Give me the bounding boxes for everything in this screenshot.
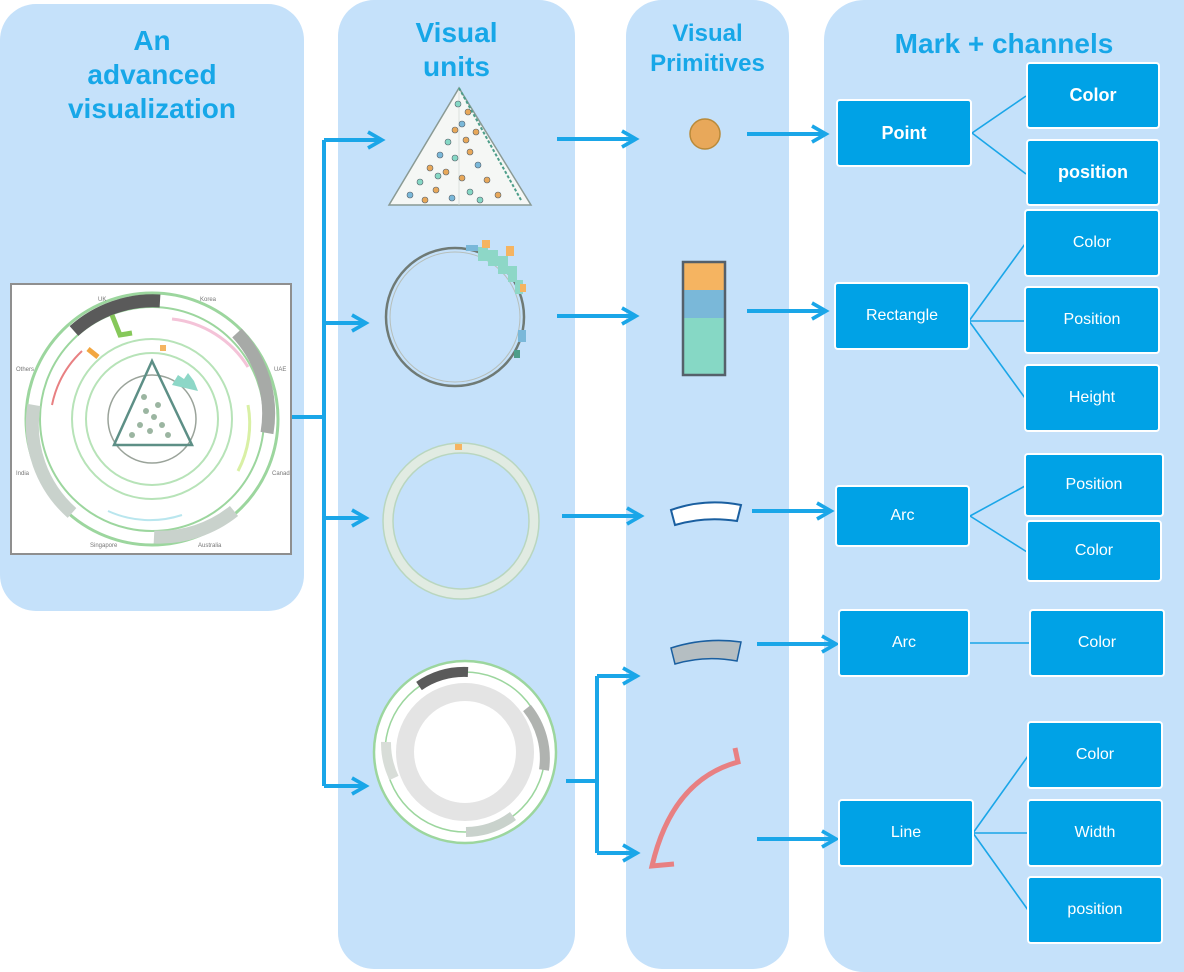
arc-grey-primitive bbox=[671, 640, 741, 664]
channel-height-box: Height bbox=[1024, 364, 1160, 432]
rectangle-primitive bbox=[683, 262, 725, 375]
line-primitive bbox=[652, 748, 738, 866]
primitive-to-mark-arrows bbox=[747, 134, 836, 839]
unit-to-primitive-arrows bbox=[557, 139, 641, 853]
arc-outline-primitive bbox=[671, 502, 741, 525]
channel-color-box: Color bbox=[1024, 209, 1160, 277]
channel-color-box: Color bbox=[1029, 609, 1165, 677]
mark-point-box: Point bbox=[836, 99, 972, 167]
channel-position-box: Position bbox=[1024, 286, 1160, 354]
channel-position-box: position bbox=[1027, 876, 1163, 944]
channel-width-box: Width bbox=[1027, 799, 1163, 867]
mark-arc-box: Arc bbox=[838, 609, 970, 677]
channel-color-box: Color bbox=[1027, 721, 1163, 789]
segmented-ring-unit bbox=[374, 661, 556, 843]
mark-arc-box: Arc bbox=[835, 485, 970, 547]
channel-position-box: position bbox=[1026, 139, 1160, 206]
channel-position-box: Position bbox=[1024, 453, 1164, 517]
mark-rectangle-box: Rectangle bbox=[834, 282, 970, 350]
ring-bar-unit bbox=[386, 240, 526, 386]
mark-line-box: Line bbox=[838, 799, 974, 867]
channel-color-box: Color bbox=[1026, 520, 1162, 582]
point-primitive bbox=[690, 119, 720, 149]
mark-channel-connectors bbox=[969, 96, 1030, 910]
plain-ring-unit bbox=[383, 443, 539, 599]
channel-color-box: Color bbox=[1026, 62, 1160, 129]
ternary-scatter-unit bbox=[389, 88, 531, 205]
thumbnail-branch-arrows bbox=[292, 140, 382, 786]
